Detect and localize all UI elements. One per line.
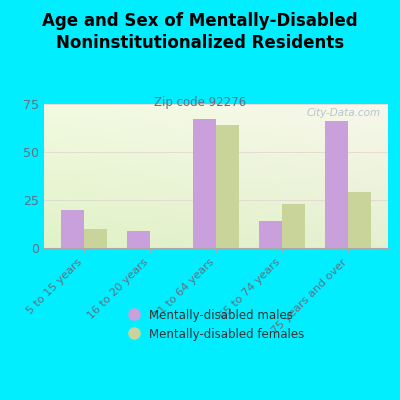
Text: Age and Sex of Mentally-Disabled
Noninstitutionalized Residents: Age and Sex of Mentally-Disabled Noninst… xyxy=(42,12,358,52)
Bar xyxy=(282,204,305,248)
Legend: Mentally-disabled males, Mentally-disabled females: Mentally-disabled males, Mentally-disabl… xyxy=(123,304,309,346)
Text: Zip code 92276: Zip code 92276 xyxy=(154,96,246,109)
Bar xyxy=(216,125,239,248)
Bar xyxy=(84,229,107,248)
Text: City-Data.com: City-Data.com xyxy=(307,108,381,118)
Bar xyxy=(193,119,216,248)
Bar xyxy=(127,231,150,248)
Bar xyxy=(259,221,282,248)
Bar xyxy=(325,121,348,248)
Bar xyxy=(60,210,84,248)
Bar xyxy=(348,192,372,248)
